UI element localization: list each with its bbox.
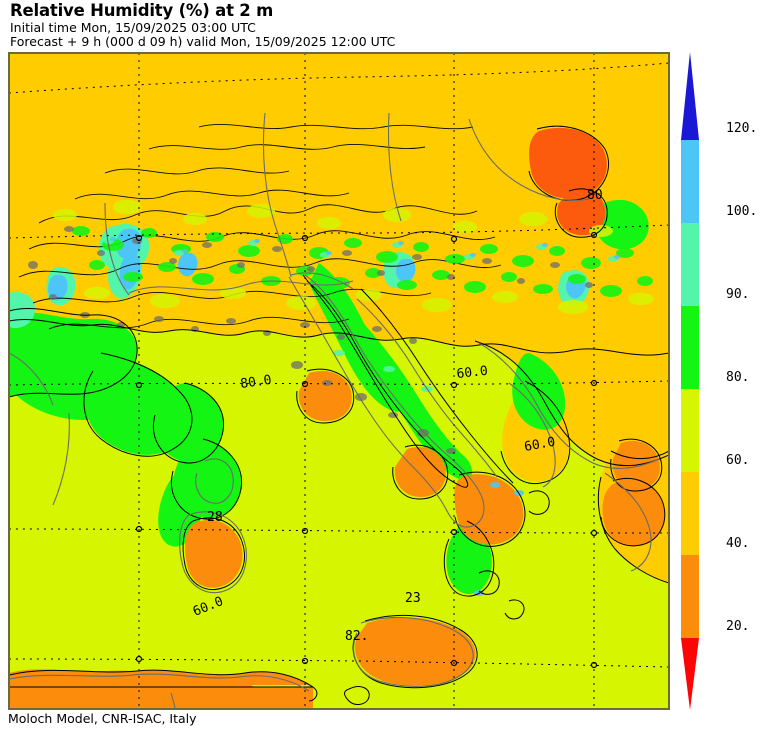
initial-time-label: Initial time Mon, 15/09/2025 03:00 UTC [10,20,256,35]
humidity-contour-map[interactable]: 80.0 60.0 60.0 60.0 82. 28 23 80 [8,52,670,710]
colorbar-tick-label-60: 60. [726,453,750,468]
contour-label: 60.0 [456,364,489,382]
contour-label: 60.0 [523,435,556,455]
colorbar-canvas [681,52,699,710]
colorbar-tick-label-90: 90. [726,287,750,302]
map-canvas: 80.0 60.0 60.0 60.0 82. 28 23 80 [9,53,669,709]
model-attribution: Moloch Model, CNR-ISAC, Italy [8,711,197,726]
colorbar-band-100-120 [681,140,699,223]
colorbar-tick-label-40: 40. [726,536,750,551]
contour-label: 80.0 [239,373,272,392]
contour-label: 28 [207,510,223,525]
contour-label: 80 [587,188,603,203]
colorbar-tick-label-80: 80. [726,370,750,385]
page-title: Relative Humidity (%) at 2 m [10,1,274,20]
colorbar-band-60-80 [681,389,699,472]
colorbar-top-arrow [681,52,699,140]
forecast-validity-label: Forecast + 9 h (000 d 09 h) valid Mon, 1… [10,34,396,49]
colorbar-tick-label-20: 20. [726,619,750,634]
colorbar-band-90-100 [681,223,699,306]
colorbar[interactable] [680,52,700,710]
colorbar-tick-label-100: 100. [726,204,758,219]
colorbar-tick-label-120: 120. [726,121,758,136]
colorbar-band-20-40 [681,555,699,638]
colorbar-band-80-90 [681,306,699,389]
contour-label: 23 [405,591,421,606]
colorbar-bottom-arrow [681,638,699,710]
contour-label: 82. [345,629,368,644]
chart-header: Relative Humidity (%) at 2 m Initial tim… [8,0,668,52]
colorbar-band-40-60 [681,472,699,555]
